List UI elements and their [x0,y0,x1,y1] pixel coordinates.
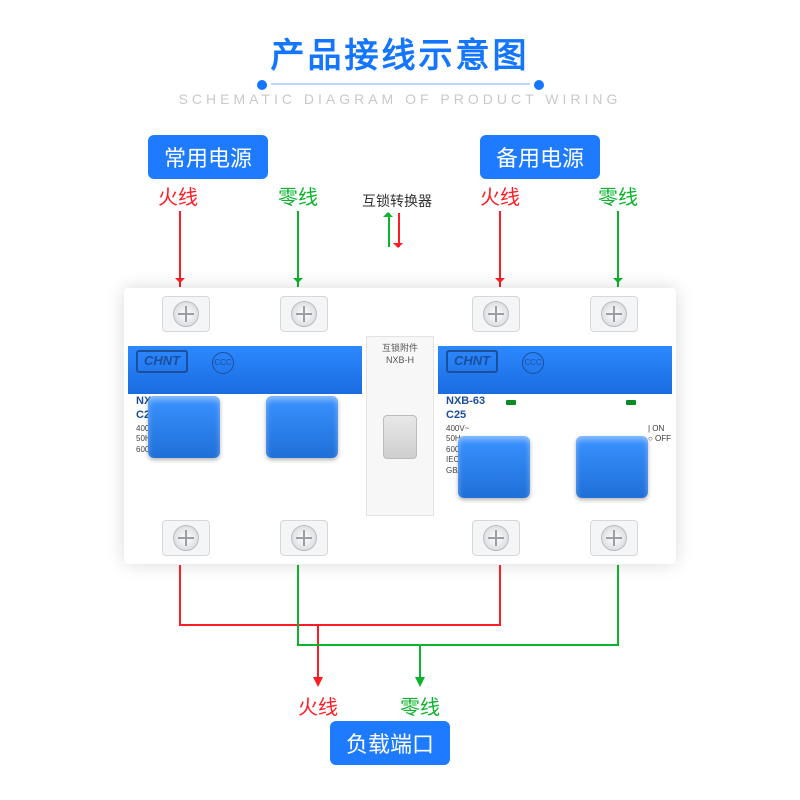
terminal-top-2 [280,296,328,332]
terminal-top-1 [162,296,210,332]
title-en: SCHEMATIC DIAGRAM OF PRODUCT WIRING [0,91,800,107]
interlock-arrowhead-down [393,243,403,253]
title-cn: 产品接线示意图 [271,28,530,85]
label-neutral-top-left: 零线 [278,181,318,210]
breaker-device: CHNT CCC NXB-63C25 400V~50Hz6000A 互锁附件NX… [124,288,676,564]
led-green-right2 [626,400,636,405]
label-live-top-left: 火线 [158,181,198,210]
screw-icon [483,301,509,327]
terminal-top-3 [472,296,520,332]
terminal-top-4 [590,296,638,332]
brand-logo: CHNT [136,350,188,373]
screw-icon [601,525,627,551]
header: 产品接线示意图 SCHEMATIC DIAGRAM OF PRODUCT WIR… [0,0,800,115]
arrow-live-in-2 [499,211,501,287]
interlock-arrowhead-up [383,207,393,217]
screw-icon [291,525,317,551]
badge-load-port: 负载端口 [330,721,450,765]
mid-module-title: 互锁附件NXB-H [367,343,433,366]
badge-backup-power: 备用电源 [480,135,600,179]
brand-logo: CHNT [446,350,498,373]
interlock-toggle[interactable] [383,415,417,459]
arrow-neutral-in-2 [617,211,619,287]
wiring-stage: 常用电源 备用电源 负载端口 火线 零线 火线 零线 互锁转换器 [0,115,800,775]
arrow-neutral-in-1 [297,211,299,287]
label-neutral-top-right: 零线 [598,181,638,210]
screw-icon [601,301,627,327]
model-right: NXB-63C25 [446,394,485,423]
arrow-live-in-1 [179,211,181,287]
interlock-module: 互锁附件NXB-H [366,336,434,516]
label-interlock: 互锁转换器 [362,191,432,211]
brand-panel-right: CHNT CCC NXB-63C25 400V~50Hz6000AIEC6089… [440,346,550,426]
screw-icon [173,301,199,327]
screw-icon [173,525,199,551]
interlock-arrow-down [398,213,400,247]
terminal-bot-1 [162,520,210,556]
label-live-top-right: 火线 [480,181,520,210]
badge-normal-power: 常用电源 [148,135,268,179]
screw-icon [483,525,509,551]
lever-right-2[interactable] [576,436,648,498]
terminal-bot-2 [280,520,328,556]
io-text: | ON○ OFF [648,424,684,443]
ccc-cert-icon: CCC [522,352,544,374]
terminal-bot-4 [590,520,638,556]
lever-left-1[interactable] [148,396,220,458]
lever-right-1[interactable] [458,436,530,498]
led-green-right1 [506,400,516,405]
label-neutral-bottom: 零线 [400,691,440,720]
terminal-bot-3 [472,520,520,556]
interlock-arrow-up [388,213,390,247]
screw-icon [291,301,317,327]
lever-left-2[interactable] [266,396,338,458]
label-live-bottom: 火线 [298,691,338,720]
ccc-cert-icon: CCC [212,352,234,374]
